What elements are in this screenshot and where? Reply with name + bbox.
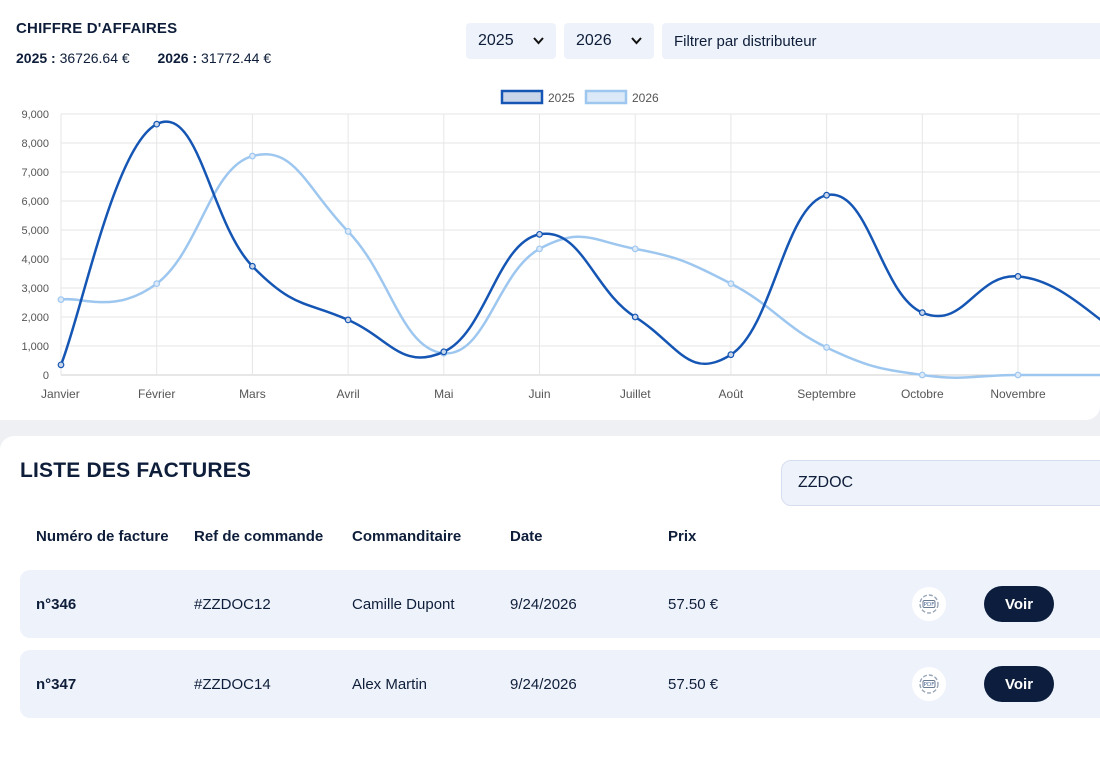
data-point-2026: [248, 152, 256, 160]
data-point-2026: [823, 344, 830, 351]
data-point-2026: [344, 228, 352, 235]
year-select-primary[interactable]: 2025: [466, 23, 556, 59]
x-tick-label: Janvier: [41, 387, 80, 401]
column-header-client: Commanditaire: [352, 528, 462, 545]
y-tick-label: 3,000: [21, 283, 49, 295]
pdf-download-icon[interactable]: PDF: [912, 587, 946, 621]
data-point-2026: [536, 245, 543, 253]
x-tick-label: Juillet: [620, 387, 651, 401]
chevron-down-icon: [631, 34, 642, 48]
invoice-price: 57.50 €: [668, 675, 719, 693]
data-point-2026: [57, 296, 65, 304]
data-point-2026: [631, 245, 639, 253]
chevron-down-icon: [533, 34, 544, 48]
column-header-order-ref: Ref de commande: [194, 528, 324, 545]
data-point-2025: [344, 316, 352, 324]
y-tick-label: 4,000: [21, 254, 49, 266]
year-select-primary-value: 2025: [478, 32, 514, 49]
x-tick-label: Avril: [337, 387, 360, 401]
total-2026-amount: 31772.44 €: [201, 50, 272, 66]
legend-label-2026: 2026: [632, 91, 659, 105]
invoices-title: LISTE DES FACTURES: [20, 459, 252, 482]
series-line-2025: [59, 120, 1100, 366]
order-ref: #ZZDOC12: [194, 595, 271, 613]
column-header-date: Date: [510, 528, 543, 545]
legend-swatch-2025: [500, 89, 544, 105]
table-row[interactable]: n°346 #ZZDOC12 Camille Dupont 9/24/2026 …: [20, 570, 1100, 638]
data-point-2026: [153, 280, 161, 288]
distributor-filter-label: Filtrer par distributeur: [674, 32, 817, 50]
data-point-2025: [153, 120, 161, 128]
svg-text:PDF: PDF: [924, 682, 935, 688]
order-ref: #ZZDOC14: [194, 675, 271, 693]
data-point-2026: [727, 280, 735, 288]
data-point-2025: [727, 351, 735, 359]
total-2025-amount: 36726.64 €: [59, 50, 130, 66]
data-point-2025: [918, 309, 926, 317]
y-tick-label: 9,000: [21, 109, 49, 121]
total-2026-year: 2026 :: [157, 50, 198, 66]
client-name: Camille Dupont: [352, 595, 455, 613]
series-line-2026: [60, 153, 1100, 379]
invoice-search-input[interactable]: ZZDOC: [781, 460, 1100, 506]
x-tick-label: Juin: [528, 387, 550, 401]
y-tick-label: 1,000: [21, 341, 49, 353]
data-point-2025: [631, 313, 639, 321]
legend-label-2025: 2025: [548, 91, 575, 105]
data-point-2026: [1014, 371, 1022, 379]
revenue-totals: 2025 : 36726.64 € 2026 : 31772.44 €: [16, 50, 271, 66]
legend-swatch-2026: [584, 89, 628, 105]
x-tick-label: Mai: [434, 387, 453, 401]
view-invoice-button[interactable]: Voir: [984, 666, 1054, 702]
data-point-2025: [440, 348, 448, 356]
data-point-2025: [248, 262, 256, 270]
pdf-download-icon[interactable]: PDF: [912, 667, 946, 701]
data-point-2025: [536, 230, 543, 238]
y-tick-label: 8,000: [21, 138, 49, 150]
invoice-number: n°346: [36, 595, 77, 613]
invoice-price: 57.50 €: [668, 595, 719, 613]
y-tick-label: 7,000: [21, 167, 49, 179]
revenue-chart: 0 1,000 2,000 3,000 4,000 5,000 6,000 7,000 8,00…: [21, 89, 1100, 401]
x-tick-label: Mars: [239, 387, 266, 401]
table-row[interactable]: n°347 #ZZDOC14 Alex Martin 9/24/2026 57.…: [20, 650, 1100, 718]
y-tick-label: 5,000: [21, 225, 49, 237]
invoice-date: 9/24/2026: [510, 595, 577, 613]
year-select-compare-value: 2026: [576, 32, 612, 49]
distributor-filter[interactable]: Filtrer par distributeur: [662, 23, 1100, 59]
invoice-number: n°347: [36, 675, 77, 693]
data-point-2025: [57, 361, 65, 369]
column-header-invoice-number: Numéro de facture: [36, 528, 169, 545]
data-point-2025: [1014, 272, 1022, 280]
x-tick-label: Septembre: [797, 387, 856, 401]
client-name: Alex Martin: [352, 675, 428, 693]
year-select-compare[interactable]: 2026: [564, 23, 654, 59]
data-point-2026: [918, 371, 926, 379]
x-tick-label: Août: [719, 387, 744, 401]
svg-text:PDF: PDF: [924, 602, 935, 608]
view-invoice-button[interactable]: Voir: [984, 586, 1054, 622]
y-tick-label: 6,000: [21, 196, 49, 208]
total-2025-year: 2025 :: [16, 50, 56, 66]
column-header-price: Prix: [668, 528, 697, 545]
x-tick-label: Novembre: [990, 387, 1046, 401]
x-tick-label: Février: [138, 387, 175, 401]
invoice-date: 9/24/2026: [510, 675, 577, 693]
data-point-2025: [823, 191, 830, 199]
x-tick-label: Octobre: [901, 387, 944, 401]
y-tick-label: 2,000: [21, 312, 49, 324]
revenue-title: CHIFFRE D'AFFAIRES: [16, 20, 178, 37]
revenue-card: CHIFFRE D'AFFAIRES 2025 : 36726.64 € 202…: [0, 0, 1100, 420]
y-tick-label: 0: [43, 370, 49, 382]
